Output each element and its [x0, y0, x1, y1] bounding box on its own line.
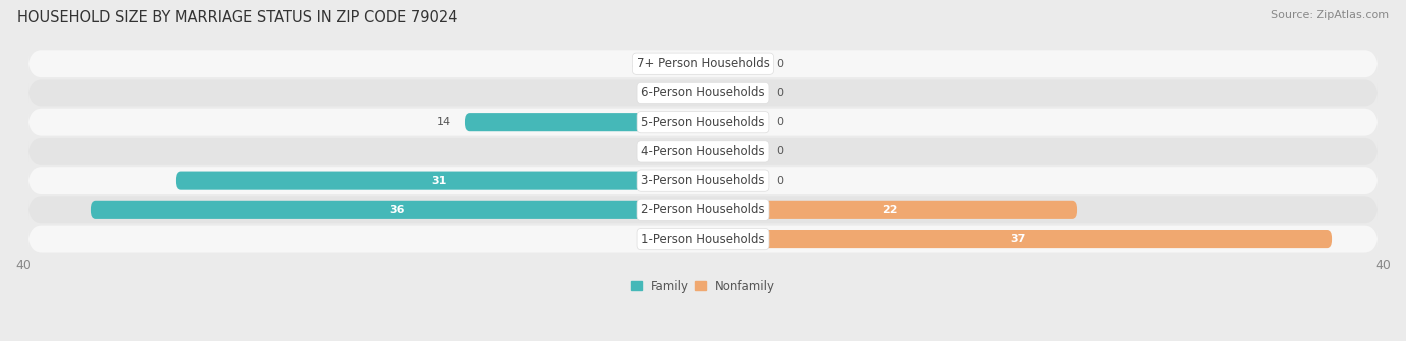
Text: 1-Person Households: 1-Person Households [641, 233, 765, 246]
FancyBboxPatch shape [652, 55, 703, 73]
Text: 4-Person Households: 4-Person Households [641, 145, 765, 158]
Text: 7+ Person Households: 7+ Person Households [637, 57, 769, 70]
FancyBboxPatch shape [703, 113, 762, 131]
FancyBboxPatch shape [28, 167, 1378, 194]
FancyBboxPatch shape [91, 201, 703, 219]
Text: 2-Person Households: 2-Person Households [641, 203, 765, 216]
FancyBboxPatch shape [28, 226, 1378, 252]
Text: 14: 14 [437, 117, 451, 127]
Text: 6-Person Households: 6-Person Households [641, 86, 765, 100]
Text: 5-Person Households: 5-Person Households [641, 116, 765, 129]
Text: 3: 3 [631, 59, 638, 69]
FancyBboxPatch shape [465, 113, 703, 131]
Text: HOUSEHOLD SIZE BY MARRIAGE STATUS IN ZIP CODE 79024: HOUSEHOLD SIZE BY MARRIAGE STATUS IN ZIP… [17, 10, 457, 25]
FancyBboxPatch shape [703, 201, 1077, 219]
Text: 2: 2 [648, 146, 655, 157]
Text: 0: 0 [776, 176, 783, 186]
Text: 31: 31 [432, 176, 447, 186]
Text: 0: 0 [682, 88, 689, 98]
FancyBboxPatch shape [703, 84, 762, 102]
FancyBboxPatch shape [176, 172, 703, 190]
FancyBboxPatch shape [28, 196, 1378, 223]
Text: 0: 0 [776, 59, 783, 69]
Text: 37: 37 [1010, 234, 1025, 244]
Text: 22: 22 [883, 205, 898, 215]
FancyBboxPatch shape [703, 55, 762, 73]
Text: 36: 36 [389, 205, 405, 215]
Text: 0: 0 [776, 88, 783, 98]
FancyBboxPatch shape [669, 142, 703, 161]
Text: 0: 0 [776, 146, 783, 157]
Legend: Family, Nonfamily: Family, Nonfamily [631, 280, 775, 293]
FancyBboxPatch shape [28, 79, 1378, 106]
FancyBboxPatch shape [703, 230, 1331, 248]
Text: 0: 0 [776, 117, 783, 127]
FancyBboxPatch shape [703, 142, 762, 161]
Text: 0: 0 [682, 234, 689, 244]
Text: 3-Person Households: 3-Person Households [641, 174, 765, 187]
FancyBboxPatch shape [28, 138, 1378, 165]
FancyBboxPatch shape [703, 172, 762, 190]
Text: Source: ZipAtlas.com: Source: ZipAtlas.com [1271, 10, 1389, 20]
FancyBboxPatch shape [28, 50, 1378, 77]
FancyBboxPatch shape [28, 109, 1378, 136]
